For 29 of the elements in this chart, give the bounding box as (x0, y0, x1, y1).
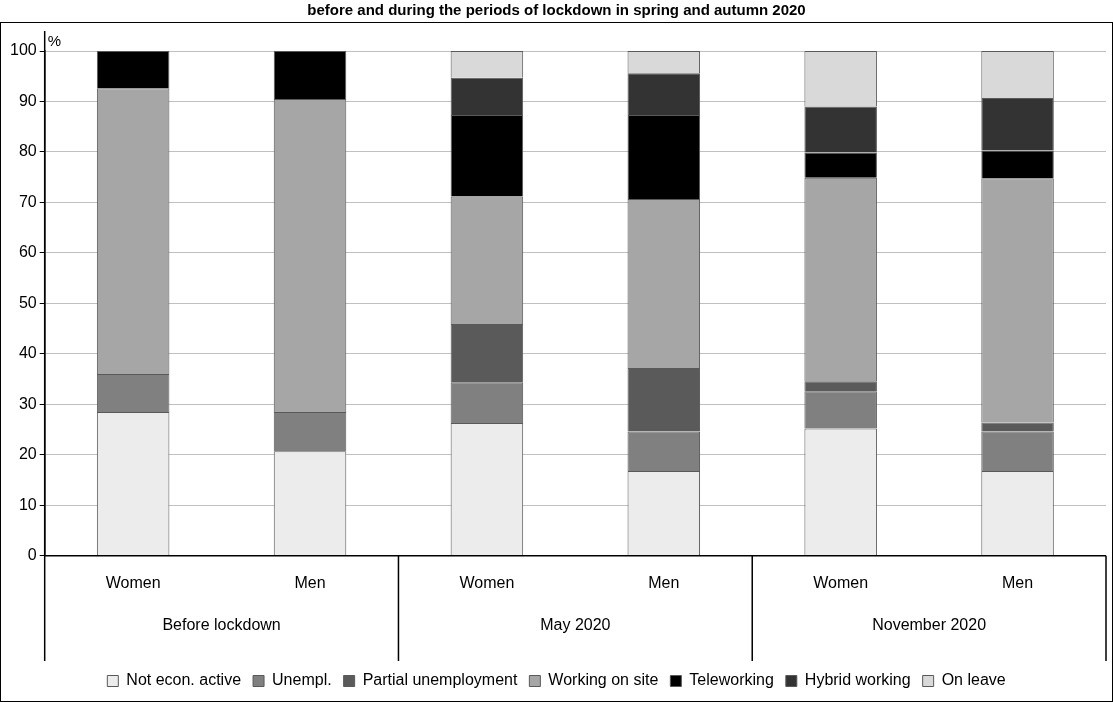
text: Before lockdown (162, 616, 281, 634)
legend-label: Hybrid working (804, 671, 911, 689)
y-tick-label: 80 (18, 142, 37, 160)
y-tick-label: 20 (18, 445, 37, 463)
legend-label: Working on site (548, 671, 659, 689)
legend-label: On leave (941, 671, 1006, 689)
x-tick-label: Men (648, 573, 680, 591)
y-tick-label: 10 (18, 495, 37, 513)
y-axis-title: % (47, 31, 62, 49)
x-tick-label: Women (813, 573, 869, 591)
y-tick-label: 70 (18, 192, 37, 210)
text: November 2020 (872, 616, 987, 634)
y-tick-label: 40 (18, 344, 37, 362)
y-tick-label: 100 (9, 41, 37, 59)
y-tick-label: 60 (18, 243, 37, 261)
chart-title: before and during the periods of lockdown in spring and autumn 2020 (306, 0, 807, 20)
y-tick-label: 0 (27, 546, 37, 564)
x-tick-label: Men (294, 573, 326, 591)
x-tick-label: Women (105, 573, 161, 591)
text: May 2020 (540, 616, 611, 634)
legend-label: Teleworking (689, 671, 774, 689)
y-tick-label: 90 (18, 91, 37, 109)
legend-label: Not econ. active (126, 671, 242, 689)
x-tick-label: Women (459, 573, 515, 591)
x-tick-label: Men (1002, 573, 1034, 591)
y-tick-label: 50 (18, 293, 37, 311)
legend-label: Partial unemployment (362, 671, 518, 689)
legend-label: Unempl. (272, 671, 332, 689)
y-tick-label: 30 (18, 394, 37, 412)
